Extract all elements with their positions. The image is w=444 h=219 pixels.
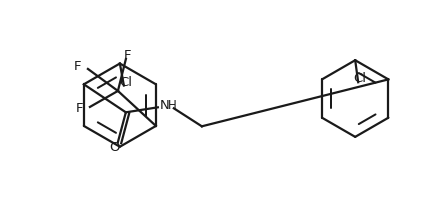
Text: N: N [160,99,170,112]
Text: H: H [168,99,177,112]
Text: Cl: Cl [119,76,132,88]
Text: F: F [74,60,82,73]
Text: O: O [110,141,120,154]
Text: F: F [124,49,132,62]
Text: F: F [76,102,83,115]
Text: Cl: Cl [354,72,367,85]
